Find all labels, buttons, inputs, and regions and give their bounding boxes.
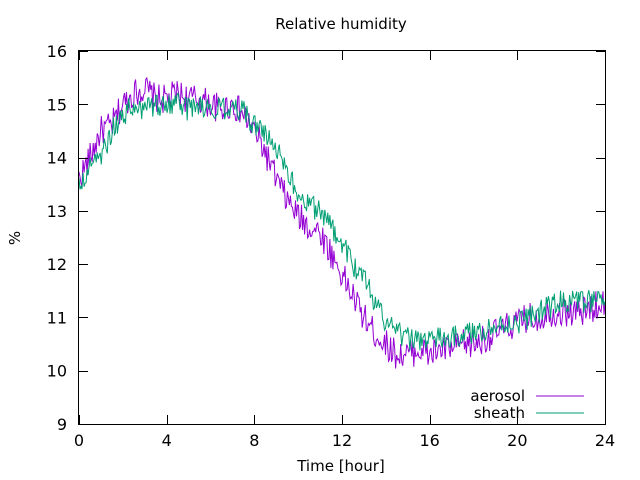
series-layer xyxy=(78,76,606,369)
x-tick-label: 24 xyxy=(595,431,615,450)
y-tick-label: 10 xyxy=(47,362,67,381)
x-tick-label: 4 xyxy=(162,431,172,450)
y-axis-title: % xyxy=(6,231,24,245)
legend-label-sheath: sheath xyxy=(474,404,525,422)
y-tick-label: 13 xyxy=(47,202,67,221)
chart-title: Relative humidity xyxy=(275,15,407,33)
y-tick-label: 15 xyxy=(47,95,67,114)
plot-frame xyxy=(78,50,606,425)
series-line-aerosol xyxy=(78,76,606,369)
series-line-sheath xyxy=(78,92,606,351)
y-tick-label: 16 xyxy=(47,42,67,61)
y-tick-label: 14 xyxy=(47,149,67,168)
x-tick-label: 12 xyxy=(332,431,352,450)
legend-label-aerosol: aerosol xyxy=(470,387,525,405)
y-tick-label: 11 xyxy=(47,308,67,327)
x-axis: 0 4 8 12 16 20 24 xyxy=(74,51,615,450)
x-tick-label: 16 xyxy=(419,431,439,450)
x-tick-label: 20 xyxy=(507,431,527,450)
x-tick-label: 8 xyxy=(249,431,259,450)
y-tick-label: 9 xyxy=(57,415,67,434)
x-tick-label: 0 xyxy=(74,431,84,450)
x-axis-title: Time [hour] xyxy=(296,457,385,475)
y-axis: 9 10 11 12 13 14 15 16 xyxy=(47,42,605,434)
y-tick-label: 12 xyxy=(47,255,67,274)
